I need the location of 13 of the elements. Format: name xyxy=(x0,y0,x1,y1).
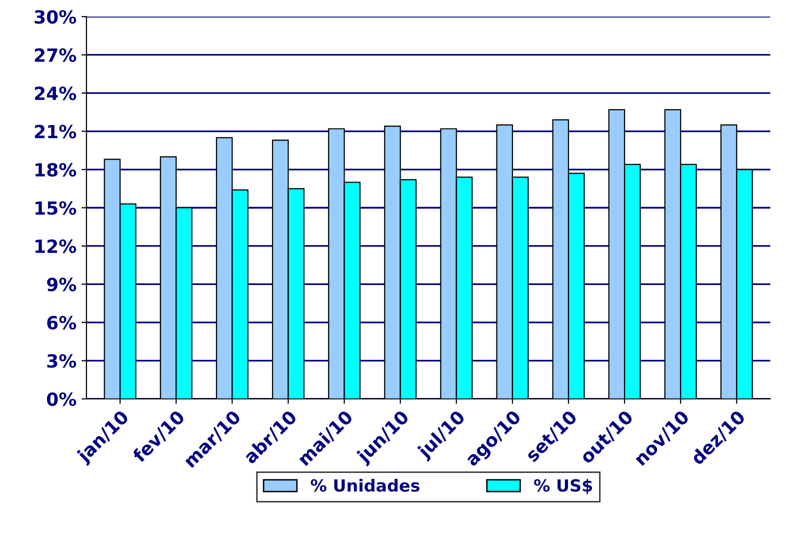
y-tick-label: 0% xyxy=(46,392,76,406)
y-tick-label: 21% xyxy=(34,124,76,138)
y-tick-label: 27% xyxy=(34,48,76,62)
y-tick-label: 12% xyxy=(36,239,76,254)
y-tick-label: 18% xyxy=(36,162,76,177)
y-tick-label: 15% xyxy=(36,201,76,215)
legend-label: % Unidades xyxy=(310,478,420,492)
y-tick-label: 24% xyxy=(34,86,76,100)
y-tick-label: 6% xyxy=(47,316,76,330)
y-tick-label: 30% xyxy=(34,10,76,24)
y-tick-label: 9% xyxy=(47,278,76,292)
y-tick-label: 3% xyxy=(47,354,76,368)
legend-label: % US$ xyxy=(534,478,592,494)
